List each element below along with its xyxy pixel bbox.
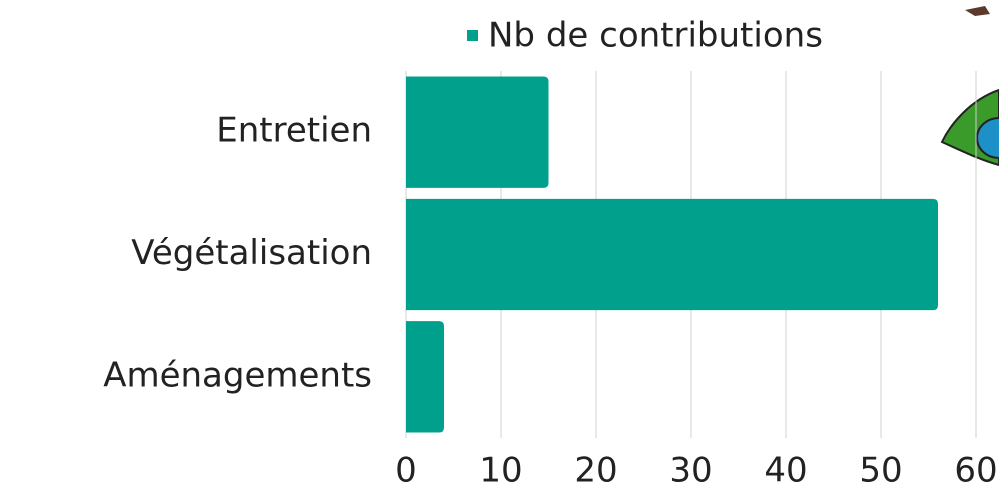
bar bbox=[406, 199, 938, 310]
y-tick-label: Végétalisation bbox=[131, 233, 372, 273]
x-tick-label: 30 bbox=[669, 451, 712, 491]
x-tick-label: 60 bbox=[954, 451, 997, 491]
x-tick-label: 40 bbox=[764, 451, 807, 491]
bar bbox=[406, 77, 549, 188]
x-tick-label: 0 bbox=[395, 451, 417, 491]
legend-swatch bbox=[467, 30, 478, 41]
chart: 0 10 20 30 40 50 60 Entretien Végétalisation Amén… bbox=[0, 0, 999, 494]
x-tick-label: 10 bbox=[479, 451, 522, 491]
y-tick-label: Entretien bbox=[216, 111, 372, 151]
decoration bbox=[942, 6, 999, 165]
y-tick-label: Aménagements bbox=[103, 355, 372, 395]
x-tick-label: 20 bbox=[574, 451, 617, 491]
bar bbox=[406, 321, 444, 432]
legend-label: Nb de contributions bbox=[488, 16, 823, 56]
x-tick-label: 50 bbox=[859, 451, 902, 491]
